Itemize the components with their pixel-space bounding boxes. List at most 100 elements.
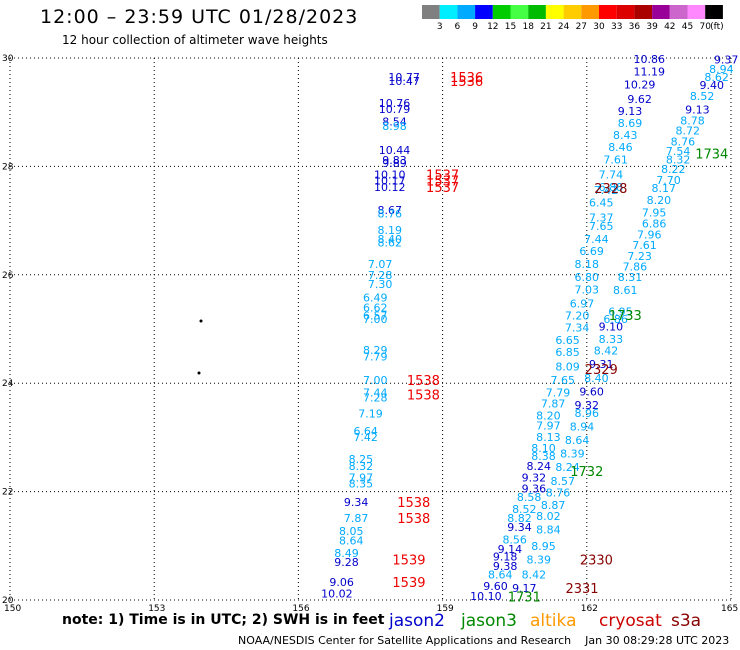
wave-height-value: 8.32 (666, 153, 691, 166)
wave-height-value: 8.96 (575, 407, 600, 420)
track-time-label: 1537 (426, 169, 459, 184)
wave-height-value: 6.80 (575, 271, 600, 284)
wave-height-value: 8.84 (536, 524, 561, 537)
wave-height-value: 9.36 (522, 482, 547, 495)
wave-height-value: 6.62 (363, 301, 388, 314)
wave-height-value: 8.98 (382, 120, 407, 133)
wave-height-value: 8.46 (608, 141, 633, 154)
wave-height-value: 8.78 (680, 114, 705, 127)
wave-height-value: 8.69 (618, 117, 643, 130)
wave-height-value: 7.00 (363, 374, 388, 387)
track-time-label: 1734 (695, 147, 728, 162)
colorbar-label: 9 (472, 22, 478, 32)
wave-height-value: 7.87 (344, 512, 369, 525)
wave-height-value: 9.40 (700, 79, 725, 92)
wave-height-value: 6.57 (363, 309, 388, 322)
wave-height-value: 8.19 (377, 224, 402, 237)
track-time-label: 2331 (565, 582, 598, 597)
wave-height-value: 7.97 (536, 419, 561, 432)
wave-height-value: 8.94 (570, 421, 595, 434)
wave-height-value: 6.69 (579, 245, 604, 258)
track-time-label: 1537 (426, 174, 459, 189)
wave-height-value: 11.19 (634, 66, 666, 79)
wave-height-value: 7.65 (551, 374, 576, 387)
wave-height-value: 9.13 (685, 103, 710, 116)
wave-height-value: 8.64 (565, 434, 590, 447)
wave-height-value: 9.13 (618, 105, 643, 118)
colorbar-label: 15 (505, 22, 516, 32)
wave-height-value: 10.86 (634, 53, 666, 66)
track-time-labels: 1536153615371537153715381538153815381539… (392, 71, 728, 606)
wave-height-value: 7.30 (368, 278, 393, 291)
colorbar-label: 24 (558, 22, 570, 32)
colorbar-swatch (510, 5, 529, 19)
wave-height-value: 7.23 (627, 250, 652, 263)
wave-height-value: 7.74 (599, 169, 624, 182)
wave-height-value: 10.17 (374, 174, 406, 187)
track-time-label: 2330 (580, 553, 613, 568)
wave-height-value: 6.97 (570, 298, 595, 311)
wave-height-value: 8.25 (349, 453, 374, 466)
satellite-legend: jason2 jason3 altika cryosat s3a (388, 611, 701, 631)
track-time-label: 1539 (392, 553, 425, 568)
wave-height-value: 9.18 (493, 551, 518, 564)
wave-height-value: 6.45 (589, 197, 614, 210)
y-tick-label: 28 (2, 162, 14, 172)
wave-height-value: 9.10 (599, 320, 624, 333)
wave-height-value: 8.49 (334, 547, 359, 560)
colorbar-swatch (439, 5, 458, 19)
wave-height-value: 8.39 (560, 448, 585, 461)
wave-height-value: 8.54 (382, 115, 407, 128)
wave-height-value: 9.37 (714, 54, 739, 67)
colorbar-swatch (475, 5, 493, 19)
wave-height-value: 7.97 (349, 472, 374, 485)
wave-height-value: 8.35 (349, 477, 374, 490)
wave-height-value: 8.56 (502, 533, 527, 546)
wave-height-value: 8.72 (675, 125, 700, 138)
wave-height-value: 8.67 (377, 204, 402, 217)
track-time-label: 1538 (397, 512, 430, 527)
footnote: note: 1) Time is in UTC; 2) SWH is in fe… (62, 612, 385, 628)
wave-height-value: 8.76 (671, 135, 696, 148)
satellite-legend-cryosat: cryosat (599, 611, 662, 631)
wave-height-value: 7.86 (623, 261, 648, 274)
colorbar-label: 33 (611, 22, 622, 32)
axis-ticks: 150 153 156 159 162 165 20 22 24 26 28 30 (2, 54, 738, 614)
wave-height-value: 8.43 (613, 129, 638, 142)
wave-height-value: 10.77 (388, 71, 420, 84)
wave-height-value: 8.39 (526, 553, 551, 566)
colorbar-unit: (ft) (710, 22, 724, 32)
wave-height-value: 8.32 (349, 460, 374, 473)
colorbar-label: 36 (629, 22, 641, 32)
wave-height-value: 8.58 (517, 491, 542, 504)
colorbar-swatch (563, 5, 582, 19)
wave-height-value: 8.20 (647, 194, 672, 207)
wave-height-value: 10.76 (379, 97, 411, 110)
wave-height-value: 7.28 (368, 269, 393, 282)
colorbar-swatch (581, 5, 599, 19)
wave-height-value: 6.49 (363, 292, 388, 305)
wave-height-value: 8.42 (522, 569, 547, 582)
satellite-legend-altika: altika (530, 611, 577, 631)
wave-height-value: 8.62 (704, 71, 729, 84)
wave-height-value: 9.62 (627, 93, 652, 106)
wave-height-value: 7.54 (666, 145, 691, 158)
wave-height-value: 10.79 (379, 103, 411, 116)
wave-height-value: 10.47 (388, 75, 420, 88)
track-time-label: 1537 (426, 181, 459, 196)
wave-height-value: 7.79 (546, 386, 571, 399)
wave-height-value: 7.42 (594, 184, 619, 197)
wave-height-value: 9.38 (493, 560, 518, 573)
wave-height-value: 7.95 (642, 206, 667, 219)
x-tick-label: 165 (721, 604, 738, 614)
satellite-legend-jason2: jason2 (388, 611, 445, 631)
generated-timestamp: Jan 30 08:29:28 UTC 2023 (585, 634, 730, 647)
wave-height-value: 8.57 (551, 475, 576, 488)
track-time-label: 1539 (392, 576, 425, 591)
wave-height-value: 6.86 (642, 217, 667, 230)
wave-height-value: 10.12 (374, 181, 406, 194)
satellite-legend-s3a: s3a (671, 611, 701, 631)
colorbar-swatch (705, 5, 723, 19)
track-time-label: 1536 (450, 75, 483, 90)
track-time-label: 1538 (397, 496, 430, 511)
